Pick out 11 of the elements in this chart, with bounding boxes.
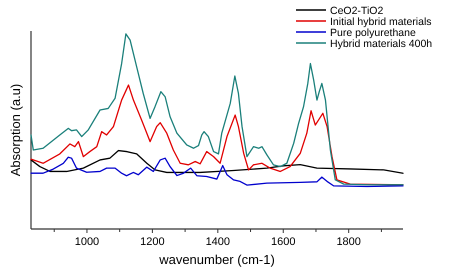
legend-label: Hybrid materials 400h (330, 38, 432, 50)
legend-label: Initial hybrid materials (330, 16, 432, 28)
x-tick-label: 1400 (206, 236, 230, 248)
x-tick-label: 1600 (271, 236, 296, 248)
x-tick-label: 1800 (336, 236, 361, 248)
legend-label: CeO2-TiO2 (330, 5, 384, 17)
y-axis-title: Absorption (a.u) (8, 84, 23, 176)
x-axis-title: wavenumber (cm-1) (158, 252, 275, 267)
legend-label: Pure polyurethane (330, 27, 416, 39)
x-tick-label: 1000 (74, 236, 100, 248)
x-tick-label: 1200 (140, 236, 165, 248)
